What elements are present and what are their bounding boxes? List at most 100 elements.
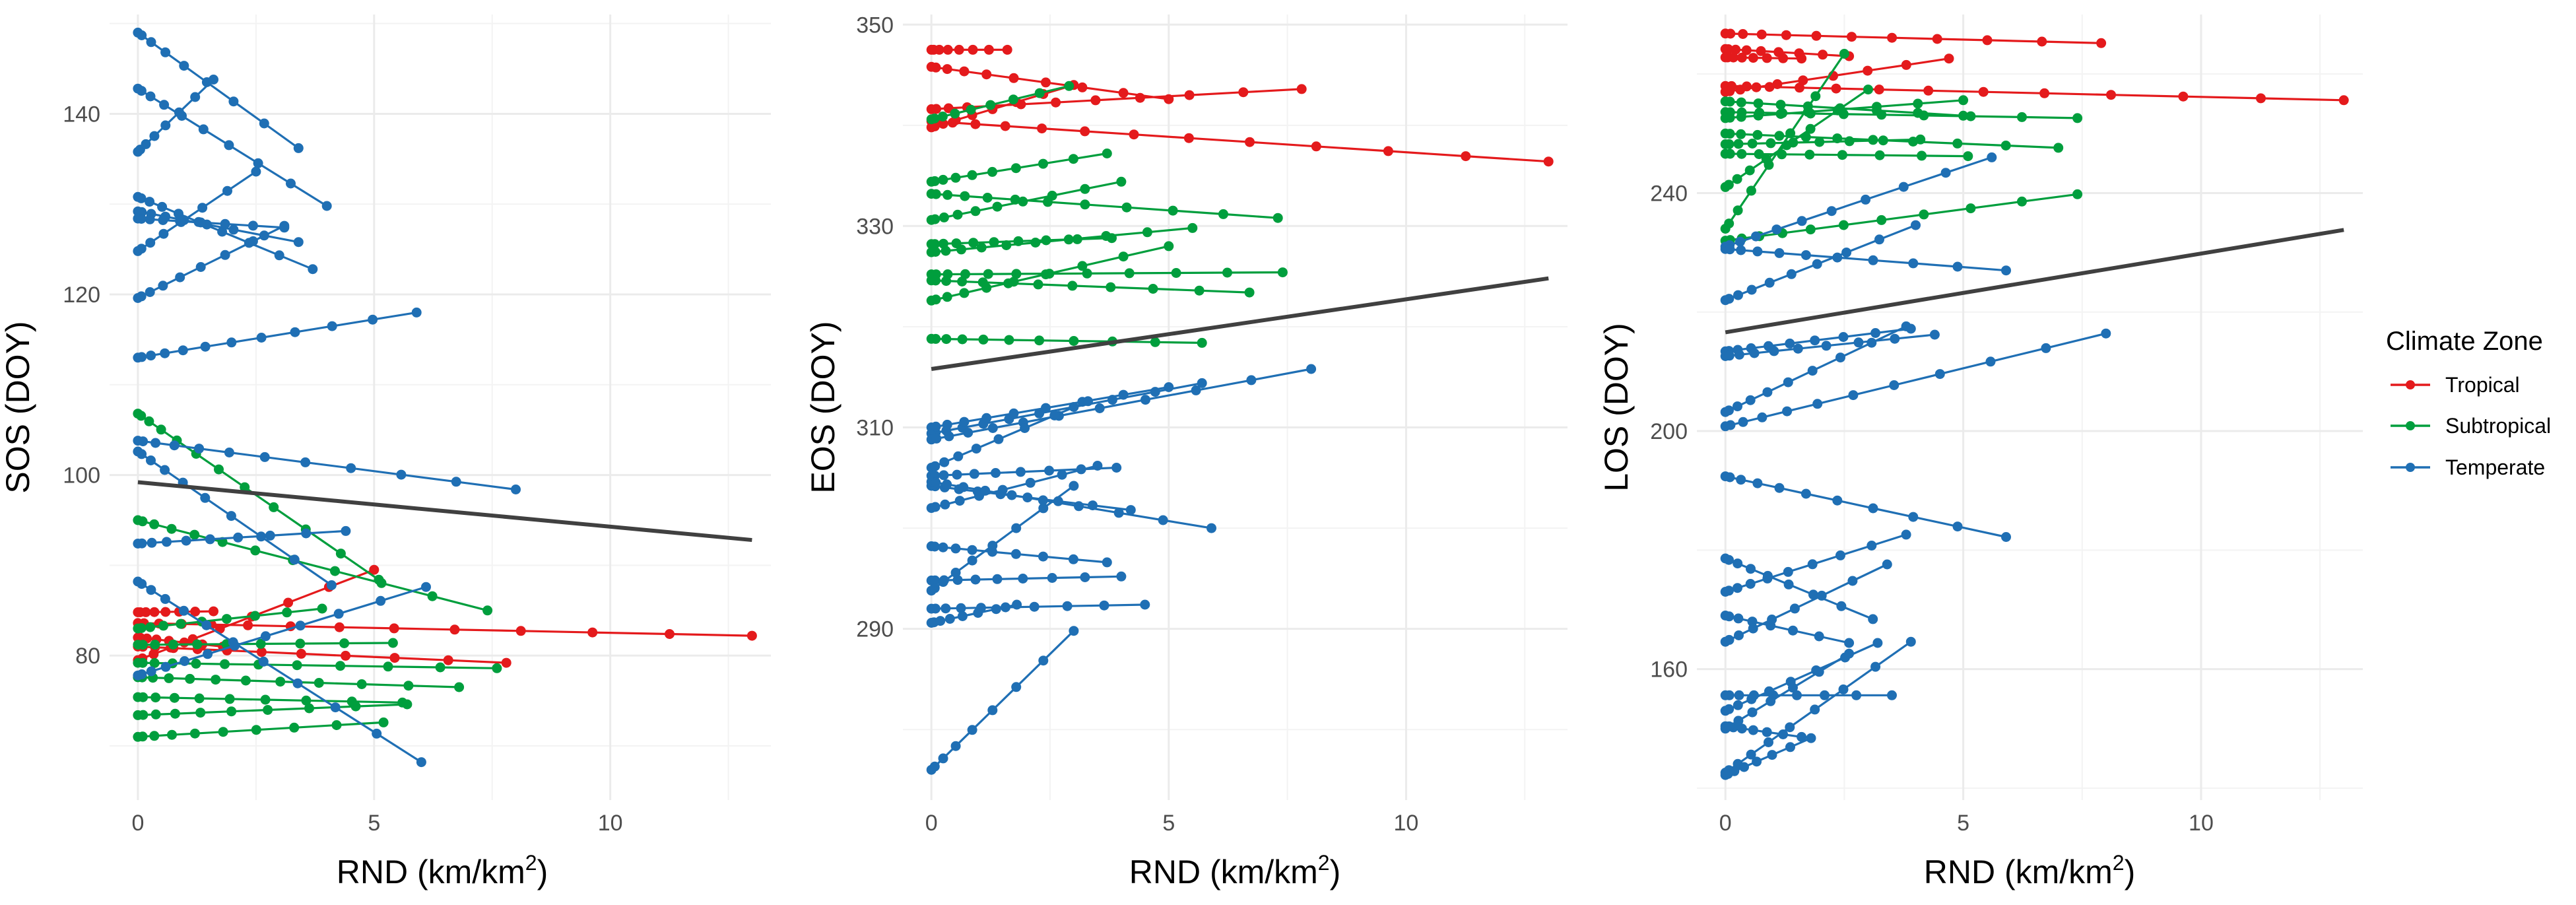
- sos-data-point: [200, 492, 211, 503]
- eos-y-tick-label: 330: [856, 214, 894, 239]
- los-data-point: [1887, 690, 1897, 700]
- los-series-temperate: [1720, 329, 1940, 361]
- sos-data-point: [326, 580, 337, 590]
- sos-data-point: [147, 537, 157, 548]
- sos-data-point: [160, 348, 170, 358]
- legend-label-subtropical: Subtropical: [2445, 414, 2551, 438]
- los-series-tropical: [1720, 44, 1855, 61]
- los-series-temperate: [1720, 328, 2111, 432]
- eos-data-point: [1064, 81, 1074, 91]
- los-data-point: [1978, 86, 1989, 97]
- los-data-point: [1745, 579, 1756, 589]
- eos-minor-grid: [903, 15, 1568, 800]
- eos-data-point: [1092, 461, 1103, 471]
- sos-series-temperate: [133, 83, 332, 211]
- sos-series-line: [137, 450, 333, 586]
- eos-data-point: [958, 482, 969, 492]
- sos-data-point: [137, 30, 147, 40]
- sos-data-point: [314, 678, 324, 688]
- los-data-point: [1736, 112, 1746, 122]
- legend-item-tropical: Tropical: [2391, 373, 2520, 397]
- los-data-point: [1800, 488, 1811, 499]
- sos-data-point: [150, 692, 161, 703]
- los-data-point: [1832, 105, 1843, 116]
- los-series-temperate: [1720, 733, 1816, 780]
- legend-key-dot-subtropical: [2406, 421, 2415, 430]
- los-data-point: [1752, 478, 1763, 488]
- eos-data-point: [942, 419, 952, 430]
- sos-series-subtropical: [133, 515, 493, 616]
- sos-data-point: [136, 623, 147, 633]
- los-series-temperate: [1720, 220, 1921, 306]
- los-data-point: [1832, 495, 1843, 506]
- los-data-point: [1890, 333, 1900, 344]
- los-data-point: [1733, 700, 1743, 710]
- sos-data-point: [197, 203, 208, 213]
- eos-data-point: [942, 189, 953, 200]
- los-data-point: [1764, 277, 1775, 288]
- sos-data-point: [290, 327, 300, 337]
- sos-data-point: [427, 591, 438, 601]
- eos-data-point: [1015, 467, 1026, 477]
- eos-data-point: [1029, 601, 1040, 612]
- los-data-point: [1847, 32, 1857, 42]
- sos-data-point: [137, 538, 147, 549]
- sos-data-point: [174, 209, 183, 219]
- los-data-point: [1725, 112, 1735, 123]
- los-data-point: [1782, 406, 1793, 417]
- los-data-point: [1762, 53, 1772, 63]
- sos-data-point: [145, 622, 156, 632]
- eos-data-point: [970, 574, 981, 585]
- sos-data-point: [346, 463, 356, 473]
- sos-data-point: [192, 639, 203, 650]
- eos-data-point: [950, 741, 961, 751]
- sos-data-point: [263, 705, 273, 715]
- los-data-point: [1804, 149, 1815, 160]
- los-data-point: [1917, 151, 1927, 161]
- eos-data-point: [1118, 251, 1129, 262]
- sos-series-line: [137, 642, 393, 646]
- los-data-point: [1839, 49, 1849, 59]
- sos-data-point: [138, 436, 149, 447]
- sos-data-point: [162, 537, 172, 547]
- eos-data-point: [930, 214, 941, 224]
- sos-data-point: [176, 619, 186, 629]
- sos-data-point: [167, 729, 177, 740]
- sos-data-point: [214, 464, 224, 475]
- los-series-tropical: [1720, 52, 1807, 64]
- los-data-point: [1774, 483, 1785, 493]
- los-data-point: [1876, 110, 1887, 120]
- los-series-temperate: [1720, 244, 2011, 276]
- los-data-point: [2037, 36, 2047, 47]
- sos-data-point: [255, 638, 266, 649]
- sos-data-point: [248, 236, 258, 246]
- eos-series-temperate: [926, 461, 1103, 514]
- eos-data-point: [954, 496, 965, 506]
- los-data-point: [1749, 348, 1760, 358]
- los-data-point: [1934, 369, 1945, 380]
- eos-data-point: [1218, 209, 1228, 219]
- eos-data-point: [987, 541, 998, 551]
- sos-data-point: [746, 630, 757, 641]
- eos-series-temperate: [926, 463, 1122, 481]
- los-data-point: [1783, 579, 1794, 589]
- los-data-point: [1874, 84, 1884, 95]
- los-data-point: [1821, 341, 1832, 351]
- eos-data-point: [1125, 505, 1136, 516]
- legend-label-tropical: Tropical: [2445, 373, 2520, 397]
- sos-data-point: [228, 224, 239, 235]
- eos-data-point: [939, 212, 949, 222]
- eos-series-temperate: [926, 481, 1079, 596]
- los-data-point: [1901, 529, 1911, 540]
- sos-data-point: [334, 622, 345, 632]
- los-data-point: [1805, 123, 1816, 134]
- eos-data-point: [1074, 501, 1084, 512]
- los-data-point: [1747, 707, 1758, 718]
- sos-data-point: [248, 220, 258, 231]
- los-data-point: [1848, 390, 1859, 401]
- eos-data-point: [982, 193, 993, 203]
- eos-data-point: [976, 242, 987, 253]
- eos-data-point: [1080, 184, 1090, 194]
- eos-data-point: [944, 614, 955, 624]
- los-series-temperate: [1720, 529, 1911, 597]
